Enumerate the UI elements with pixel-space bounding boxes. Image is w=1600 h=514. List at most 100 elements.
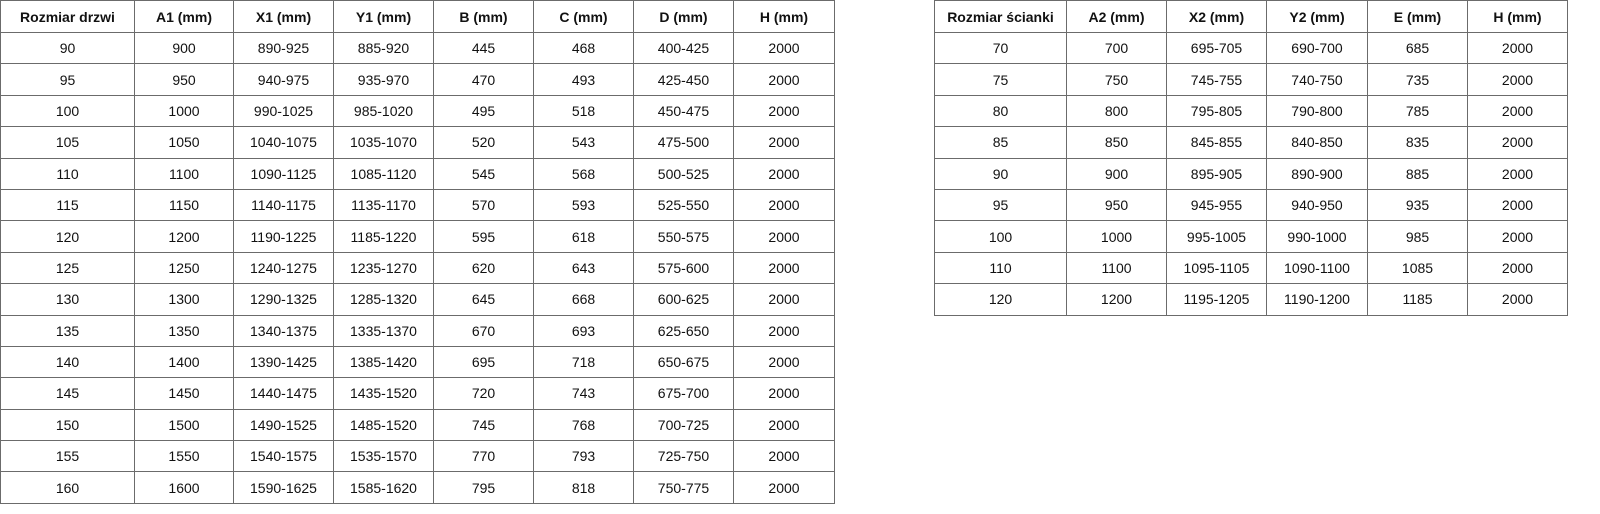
table-cell: 1490-1525: [233, 408, 334, 442]
table-cell: 140: [0, 345, 135, 379]
table-cell: 695-705: [1166, 31, 1267, 65]
table-cell: 155: [0, 440, 135, 473]
table-row: 100 1000 990-1025 985-1020 495 518 450-475 2000: [0, 94, 835, 128]
table-cell: 885: [1367, 157, 1468, 190]
table-row: 105 1050 1040-1075 1035-1070 520 543 475-500 20…: [0, 126, 835, 159]
table-cell: 1090-1100: [1266, 251, 1368, 285]
table-cell: 685: [1367, 31, 1468, 65]
table-cell: 2000: [733, 94, 835, 128]
table-cell: 935-970: [333, 63, 434, 96]
table-cell: 1540-1575: [233, 440, 334, 473]
table-cell: 1000: [134, 94, 234, 128]
header-row: Rozmiar ścianki A2 (mm) X2 (mm) Y2 (mm) E (m…: [934, 0, 1568, 33]
table-cell: 115: [0, 188, 135, 222]
table-cell: 1000: [1066, 220, 1167, 253]
table-cell: 160: [0, 471, 135, 504]
table-cell: 75: [934, 63, 1067, 96]
table-cell: 725-750: [633, 440, 734, 473]
column-header: C (mm): [533, 0, 634, 33]
table-cell: 1440-1475: [233, 377, 334, 410]
table-cell: 1185-1220: [333, 220, 434, 253]
table-cell: 668: [533, 283, 634, 316]
table-cell: 1600: [134, 471, 234, 504]
table-cell: 445: [433, 31, 534, 65]
table-cell: 693: [533, 314, 634, 347]
table-cell: 2000: [733, 220, 835, 253]
table-cell: 110: [934, 251, 1067, 285]
column-header: X1 (mm): [233, 0, 334, 33]
table-cell: 850: [1066, 126, 1167, 159]
table-cell: 2000: [733, 126, 835, 159]
table-cell: 695: [433, 345, 534, 379]
table-row: 120 1200 1190-1225 1185-1220 595 618 550-575 20…: [0, 220, 835, 253]
table-row: 160 1600 1590-1625 1585-1620 795 818 750-775 20…: [0, 471, 835, 504]
table-cell: 130: [0, 283, 135, 316]
table-cell: 1535-1570: [333, 440, 434, 473]
table-cell: 1200: [134, 220, 234, 253]
table-cell: 750: [1066, 63, 1167, 96]
table-cell: 2000: [1467, 283, 1568, 316]
table-cell: 2000: [733, 345, 835, 379]
table-cell: 70: [934, 31, 1067, 65]
table-cell: 985: [1367, 220, 1468, 253]
table-cell: 470: [433, 63, 534, 96]
table-cell: 1500: [134, 408, 234, 442]
table-cell: 80: [934, 94, 1067, 128]
table-cell: 400-425: [633, 31, 734, 65]
table-cell: 2000: [733, 408, 835, 442]
table-cell: 700-725: [633, 408, 734, 442]
table-cell: 2000: [733, 251, 835, 285]
table-cell: 650-675: [633, 345, 734, 379]
table-cell: 1085-1120: [333, 157, 434, 190]
table-cell: 885-920: [333, 31, 434, 65]
table-cell: 2000: [733, 314, 835, 347]
table-cell: 1135-1170: [333, 188, 434, 222]
table-cell: 550-575: [633, 220, 734, 253]
table-row: 135 1350 1340-1375 1335-1370 670 693 625-650 20…: [0, 314, 835, 347]
table-cell: 1385-1420: [333, 345, 434, 379]
table-cell: 795-805: [1166, 94, 1267, 128]
column-header: E (mm): [1367, 0, 1468, 33]
table-row: 95 950 940-975 935-970 470 493 425-450 2000: [0, 63, 835, 96]
column-header: Rozmiar ścianki: [934, 0, 1067, 33]
table-cell: 645: [433, 283, 534, 316]
table-cell: 1200: [1066, 283, 1167, 316]
table-cell: 2000: [733, 283, 835, 316]
table-cell: 720: [433, 377, 534, 410]
table-cell: 890-900: [1266, 157, 1368, 190]
table-cell: 595: [433, 220, 534, 253]
table-cell: 1285-1320: [333, 283, 434, 316]
table-cell: 745: [433, 408, 534, 442]
table-cell: 1250: [134, 251, 234, 285]
table-cell: 90: [0, 31, 135, 65]
table-cell: 1095-1105: [1166, 251, 1267, 285]
table-cell: 120: [0, 220, 135, 253]
door-dimensions-table: Rozmiar drzwi A1 (mm) X1 (mm) Y1 (mm) B (mm)…: [0, 0, 835, 504]
table-cell: 1190-1225: [233, 220, 334, 253]
table-row: 145 1450 1440-1475 1435-1520 720 743 675-700 20…: [0, 377, 835, 410]
table-cell: 593: [533, 188, 634, 222]
table-cell: 1140-1175: [233, 188, 334, 222]
table-cell: 1335-1370: [333, 314, 434, 347]
column-header: Rozmiar drzwi: [0, 0, 135, 33]
table-row: 125 1250 1240-1275 1235-1270 620 643 575-600 20…: [0, 251, 835, 285]
table-cell: 995-1005: [1166, 220, 1267, 253]
table-row: 75 750 745-755 740-750 735 2000: [934, 63, 1568, 96]
table-cell: 768: [533, 408, 634, 442]
table-row: 140 1400 1390-1425 1385-1420 695 718 650-675 20…: [0, 345, 835, 379]
table-cell: 1290-1325: [233, 283, 334, 316]
table-row: 155 1550 1540-1575 1535-1570 770 793 725-750 20…: [0, 440, 835, 473]
table-cell: 700: [1066, 31, 1167, 65]
table-cell: 940-975: [233, 63, 334, 96]
table-row: 90 900 890-925 885-920 445 468 400-425 2000: [0, 31, 835, 65]
column-header: H (mm): [733, 0, 835, 33]
table-cell: 1340-1375: [233, 314, 334, 347]
column-header: Y2 (mm): [1266, 0, 1368, 33]
table-row: 110 1100 1090-1125 1085-1120 545 568 500-525 20…: [0, 157, 835, 190]
table-cell: 1185: [1367, 283, 1468, 316]
table-row: 130 1300 1290-1325 1285-1320 645 668 600-625 20…: [0, 283, 835, 316]
table-cell: 1590-1625: [233, 471, 334, 504]
table-cell: 570: [433, 188, 534, 222]
table-cell: 425-450: [633, 63, 734, 96]
table-cell: 985-1020: [333, 94, 434, 128]
